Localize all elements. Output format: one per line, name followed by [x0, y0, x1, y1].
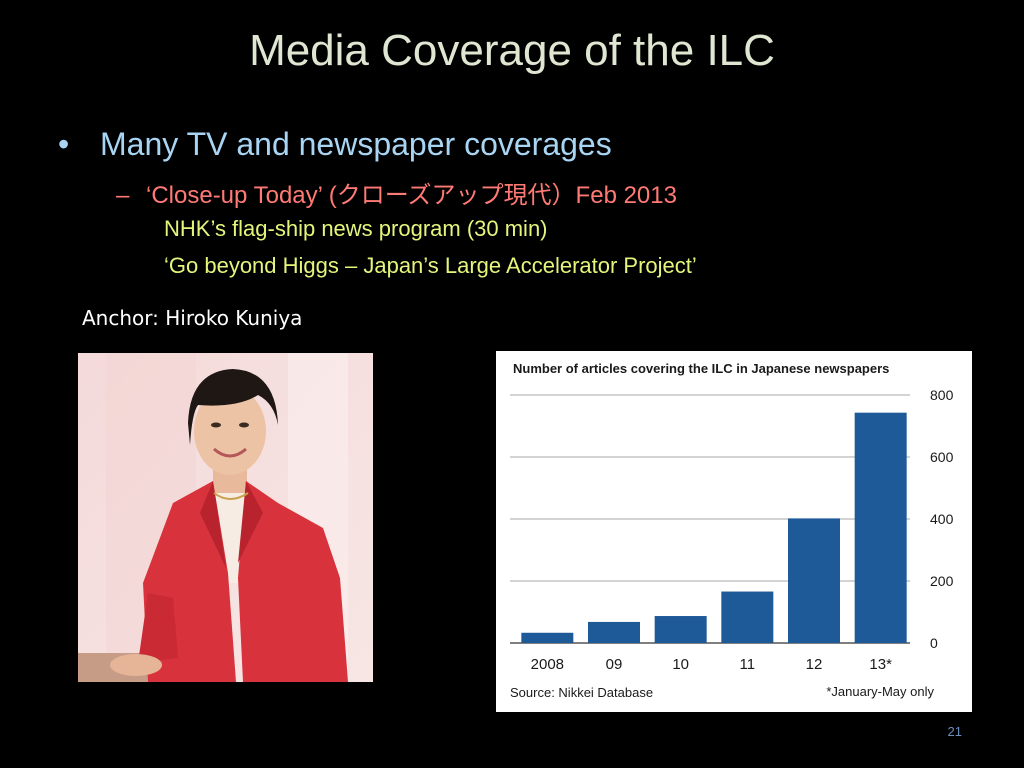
y-tick-label: 800: [930, 387, 954, 403]
bullet-sub: – ‘Close-up Today’ (クローズアップ現代）Feb 2013: [116, 175, 677, 210]
slide-title: Media Coverage of the ILC: [249, 26, 775, 75]
chart-source: Source: Nikkei Database: [510, 685, 653, 700]
bullet-main-text: Many TV and newspaper coverages: [100, 126, 612, 162]
chart-title: Number of articles covering the ILC in J…: [513, 361, 889, 376]
bar-13: [854, 412, 907, 643]
bar-2008: [521, 632, 574, 643]
bar-10: [654, 616, 707, 643]
bullet-main: • Many TV and newspaper coverages: [58, 126, 612, 163]
page-number: 21: [947, 724, 962, 739]
x-tick-label: 09: [606, 656, 623, 673]
chart-footnote: *January-May only: [826, 684, 934, 699]
y-tick-label: 400: [930, 511, 954, 527]
bullet-dash: –: [116, 182, 130, 209]
anchor-photo: [78, 353, 373, 682]
bullet-dot: •: [58, 126, 70, 162]
bar-11: [721, 591, 774, 643]
y-tick-label: 0: [930, 635, 938, 651]
program-description: NHK’s flag-ship news program (30 min): [164, 216, 548, 241]
anchor-photo-illustration: [78, 353, 373, 682]
bullet-sub-text: ‘Close-up Today’ (クローズアップ現代）Feb 2013: [146, 182, 677, 209]
x-tick-label: 2008: [531, 656, 564, 673]
y-tick-label: 200: [930, 573, 954, 589]
article-count-chart: Number of articles covering the ILC in J…: [496, 351, 972, 712]
bar-09: [588, 621, 640, 643]
x-tick-label: 10: [672, 656, 689, 673]
x-tick-label: 12: [806, 656, 823, 673]
program-title: ‘Go beyond Higgs – Japan’s Large Acceler…: [164, 253, 697, 278]
x-tick-label: 13*: [869, 656, 892, 673]
y-tick-label: 600: [930, 449, 954, 465]
anchor-caption: Anchor: Hiroko Kuniya: [82, 306, 303, 330]
x-tick-label: 11: [740, 656, 756, 673]
bar-12: [788, 518, 840, 643]
chart-svg: Number of articles covering the ILC in J…: [510, 361, 954, 700]
